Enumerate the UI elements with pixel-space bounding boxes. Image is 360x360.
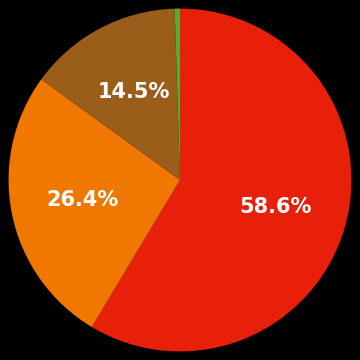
Wedge shape (9, 79, 180, 327)
Wedge shape (175, 9, 180, 180)
Text: 14.5%: 14.5% (97, 82, 170, 102)
Wedge shape (92, 9, 351, 351)
Wedge shape (41, 9, 180, 180)
Text: 58.6%: 58.6% (240, 197, 312, 216)
Text: 26.4%: 26.4% (46, 190, 119, 210)
